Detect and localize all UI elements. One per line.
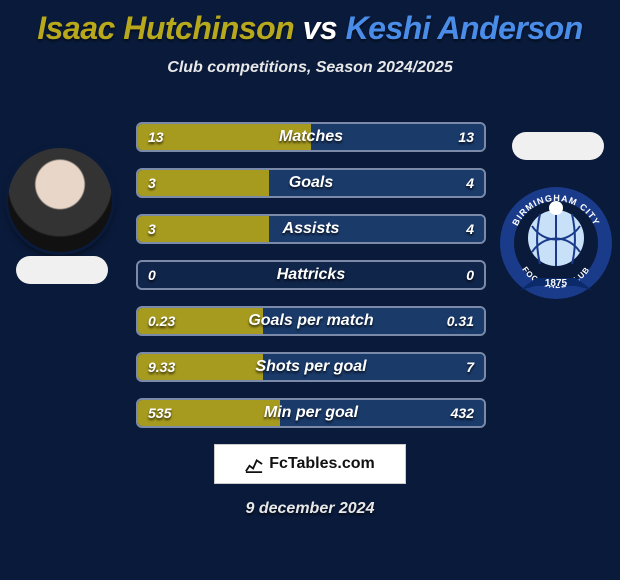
comparison-title: Isaac Hutchinson vs Keshi Anderson <box>0 0 620 47</box>
stat-label: Min per goal <box>138 400 484 426</box>
stat-label: Goals <box>138 170 484 196</box>
stat-label: Shots per goal <box>138 354 484 380</box>
stat-row: 535432Min per goal <box>136 398 486 428</box>
source-brand-text: FcTables.com <box>269 455 375 473</box>
source-logo: FcTables.com <box>214 444 406 484</box>
stat-row: 00Hattricks <box>136 260 486 290</box>
player-right-crest: BIRMINGHAM CITY FOOTBALL CLUB 1875 <box>496 178 616 318</box>
stat-label: Matches <box>138 124 484 150</box>
vs-separator: vs <box>294 10 345 46</box>
stat-row: 34Assists <box>136 214 486 244</box>
comparison-subtitle: Club competitions, Season 2024/2025 <box>0 47 620 77</box>
stat-label: Assists <box>138 216 484 242</box>
stat-bars: 1313Matches 34Goals 34Assists 00Hattricks 0.… <box>136 122 486 444</box>
chart-icon <box>245 455 263 473</box>
stat-row: 1313Matches <box>136 122 486 152</box>
stat-label: Hattricks <box>138 262 484 288</box>
svg-text:BIRMINGHAM CITY: BIRMINGHAM CITY <box>510 193 602 227</box>
player-left-club-pill <box>16 256 108 284</box>
stat-label: Goals per match <box>138 308 484 334</box>
stat-row: 34Goals <box>136 168 486 198</box>
stat-row: 9.337Shots per goal <box>136 352 486 382</box>
svg-text:FOOTBALL CLUB: FOOTBALL CLUB <box>520 265 591 290</box>
crest-name-top: BIRMINGHAM CITY <box>510 193 602 227</box>
player-left-avatar <box>8 148 112 252</box>
player-right-name: Keshi Anderson <box>346 10 583 46</box>
stat-row: 0.230.31Goals per match <box>136 306 486 336</box>
player-right-club-pill <box>512 132 604 160</box>
player-left-name: Isaac Hutchinson <box>37 10 294 46</box>
crest-year: 1875 <box>545 278 568 289</box>
crest-name-bottom: FOOTBALL CLUB <box>520 265 591 290</box>
footer-date: 9 december 2024 <box>0 500 620 518</box>
